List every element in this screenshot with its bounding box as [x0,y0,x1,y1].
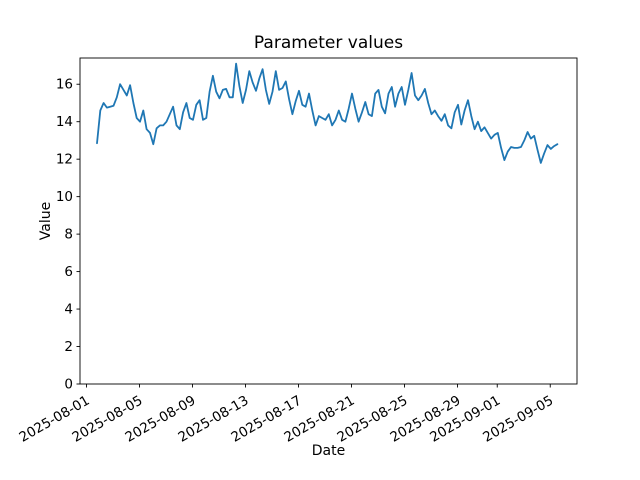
y-tick-label: 6 [64,264,73,280]
y-tick-label: 0 [64,377,73,393]
series-line-parameter-values [96,62,559,164]
y-tick-label: 10 [56,189,73,205]
y-tick-label: 8 [64,227,73,243]
chart-title: Parameter values [253,33,404,53]
y-tick-label: 12 [56,152,73,168]
x-axis-title: Date [311,443,346,459]
y-tick-label: 14 [56,114,73,130]
plot-border [79,57,578,385]
y-tick-label: 16 [56,77,73,93]
y-tick-label: 2 [64,339,73,355]
y-tick-label: 4 [64,302,73,318]
y-axis-title: Value [38,201,54,241]
